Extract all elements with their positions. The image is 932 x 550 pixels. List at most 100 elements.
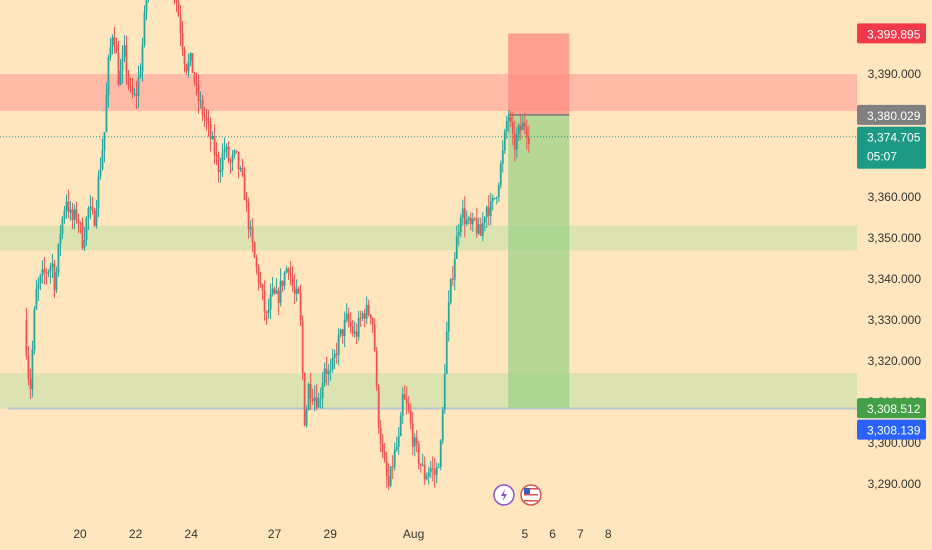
candle-body [113,37,116,45]
candle-body [71,209,74,221]
candle-body [409,410,412,424]
candle-body [269,294,272,310]
candle-body [219,169,222,173]
candle-body [521,122,524,131]
price-tag [857,104,926,125]
candle-body [503,131,506,151]
candle-body [475,218,478,234]
time-tick-label: 5 [521,527,528,541]
candle-body [425,476,428,480]
candle-body [75,209,78,220]
candle-body [141,45,144,72]
candle-body [73,209,76,221]
candle-body [277,290,280,303]
candle-body [453,258,456,280]
price-tick-label: 3,330.000 [868,313,922,327]
candle-body [271,288,274,295]
candle-body [87,207,90,219]
candle-body [179,15,182,34]
time-tick-label: 24 [185,527,199,541]
price-tick-label: 3,360.000 [868,190,922,204]
candle-body [397,436,400,448]
candle-body [373,324,376,351]
candle-body [105,94,108,133]
plot-area[interactable] [0,0,857,490]
candle-body [329,369,332,371]
time-tick-label: 22 [129,527,143,541]
candle-body [255,257,258,267]
candle-body [287,268,290,272]
flag-stripe [523,497,538,499]
candle-body [197,85,200,101]
price-tag-value: 3,380.029 [867,109,921,123]
candle-body [339,329,342,335]
candle-body [455,235,458,259]
support-zone [0,373,857,409]
candle-body [279,280,282,303]
candle-body [379,428,382,445]
candle-body [437,466,440,468]
candle-body [403,394,406,400]
take-profit-zone[interactable] [508,114,570,409]
candle-body [371,318,374,325]
price-tag-value: 3,399.895 [867,27,921,41]
candle-body [227,146,230,161]
lightning-glyph [500,489,507,501]
candle-body [351,326,354,334]
candle-body [363,313,366,319]
candle-body [111,37,114,48]
candle-body [101,150,104,170]
candle-body [25,320,28,356]
candle-body [477,224,480,234]
candle-body [59,233,62,245]
candle-body [191,53,194,73]
candle-body [177,1,180,16]
price-tag [857,23,926,44]
stop-loss-zone[interactable] [508,33,570,115]
candle-body [181,33,184,50]
candle-body [447,302,450,332]
candles [25,0,530,490]
candle-body [283,272,286,286]
candle-body [517,125,520,135]
candle-body [211,135,214,139]
candle-body [355,331,358,337]
candle-body [225,146,228,149]
candle-body [115,44,118,53]
candle-body [263,290,266,312]
candle-body [459,217,462,232]
economic-event-markers[interactable] [493,484,542,506]
candle-body [485,207,488,218]
candle-body [461,208,464,218]
candle-body [323,368,326,384]
candle-body [133,93,136,95]
candle-body [393,449,396,468]
candle-body [305,409,308,426]
candle-body [515,134,518,150]
candle-body [315,397,318,408]
candle-body [139,71,142,77]
candle-body [185,64,188,72]
candle-body [369,314,372,319]
candle-body [325,368,328,375]
candle-body [109,47,112,58]
candle-body [483,217,486,223]
candle-body [319,397,322,399]
candle-body [47,271,50,274]
candle-body [313,397,316,401]
time-axis[interactable]: 20 22 24 27 29 Aug 5 6 7 8 [73,527,612,541]
candle-body [293,286,296,294]
candle-body [77,219,80,223]
candle-body [407,403,410,411]
candle-body [135,93,138,97]
candle-body [527,137,530,145]
candle-body [405,399,408,404]
candle-body [311,398,314,401]
candle-body [499,163,502,186]
candle-body [45,272,48,274]
candle-body [353,331,356,334]
candle-body [183,49,186,65]
candle-body [33,309,36,350]
candle-body [125,45,128,73]
